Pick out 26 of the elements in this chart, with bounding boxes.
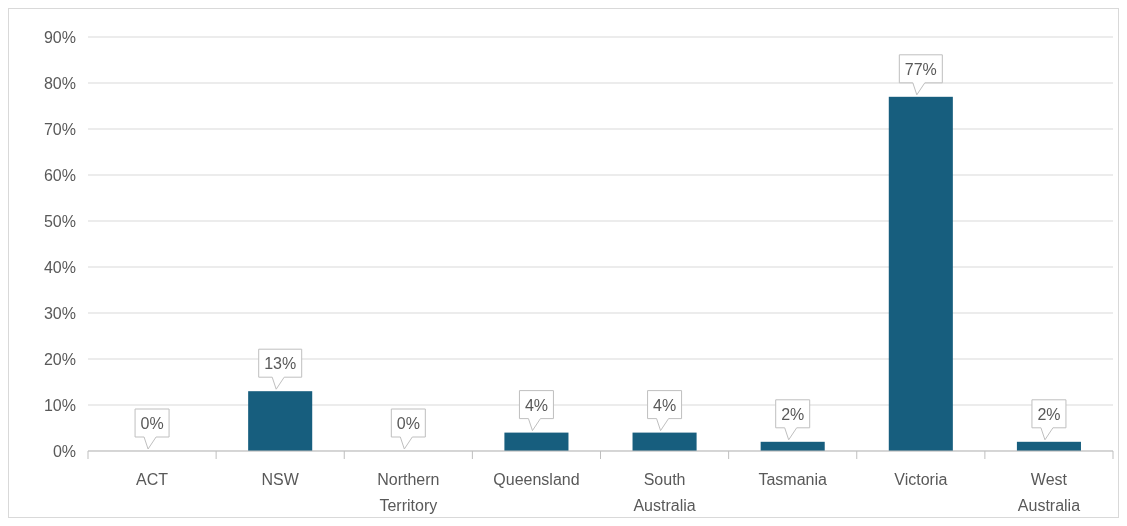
y-tick-label: 50% <box>43 213 76 230</box>
data-label: 13% <box>264 355 297 373</box>
y-tick-label: 80% <box>43 75 76 92</box>
x-tick-label: ACT <box>136 471 169 488</box>
data-label: 2% <box>781 405 805 423</box>
x-tick-label: South Australia <box>633 471 696 514</box>
data-label: 0% <box>396 415 420 432</box>
y-tick-label: 10% <box>43 397 76 414</box>
data-label: 77% <box>904 60 937 78</box>
y-tick-label: 60% <box>43 167 76 184</box>
y-tick-label: 40% <box>43 259 76 276</box>
x-tick-label: Northern Territory <box>377 471 440 514</box>
data-label: 2% <box>1037 405 1061 423</box>
y-tick-label: 0% <box>52 443 76 460</box>
x-tick-label: West Australia <box>1017 471 1081 514</box>
y-tick-label: 90% <box>43 29 76 46</box>
y-tick-label: 70% <box>43 121 76 138</box>
x-tick-label: Tasmania <box>758 471 828 488</box>
y-tick-label: 20% <box>43 351 76 368</box>
data-label: 0% <box>140 415 164 432</box>
x-tick-label: Queensland <box>493 471 580 488</box>
x-tick-label: NSW <box>261 471 300 488</box>
x-tick-label: Victoria <box>894 471 948 488</box>
y-tick-label: 30% <box>43 305 76 322</box>
data-label: 4% <box>524 396 548 414</box>
data-label: 4% <box>653 396 677 414</box>
